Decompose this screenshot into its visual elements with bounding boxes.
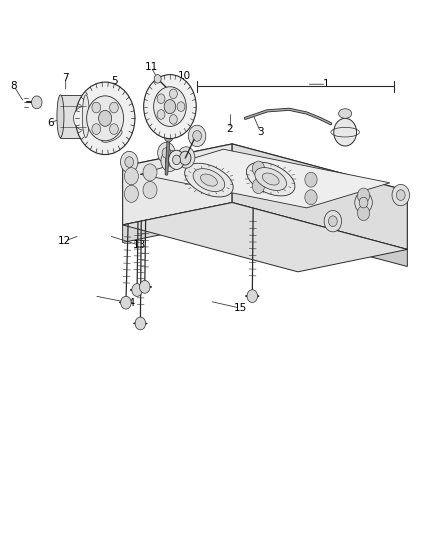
- Text: 6: 6: [105, 144, 112, 154]
- Polygon shape: [123, 203, 407, 272]
- Circle shape: [305, 190, 317, 205]
- Circle shape: [110, 124, 118, 134]
- Circle shape: [355, 192, 372, 213]
- Polygon shape: [123, 203, 232, 243]
- Circle shape: [173, 155, 180, 165]
- Circle shape: [135, 317, 145, 330]
- Circle shape: [182, 152, 191, 163]
- Circle shape: [396, 190, 405, 200]
- Text: 14: 14: [123, 298, 136, 308]
- Circle shape: [328, 216, 337, 227]
- Circle shape: [252, 179, 265, 193]
- Ellipse shape: [101, 130, 122, 142]
- Ellipse shape: [57, 95, 64, 138]
- Circle shape: [121, 296, 131, 309]
- Circle shape: [75, 82, 135, 155]
- Polygon shape: [140, 149, 390, 208]
- Ellipse shape: [262, 173, 279, 185]
- Circle shape: [357, 206, 370, 221]
- Text: 12: 12: [58, 236, 71, 246]
- Circle shape: [359, 197, 368, 208]
- Circle shape: [110, 102, 118, 113]
- Ellipse shape: [82, 95, 89, 138]
- Text: 6: 6: [47, 118, 54, 127]
- Circle shape: [74, 107, 93, 130]
- Circle shape: [92, 124, 101, 134]
- Circle shape: [247, 290, 258, 303]
- Circle shape: [124, 168, 138, 185]
- Circle shape: [154, 75, 161, 83]
- Ellipse shape: [201, 174, 217, 186]
- Text: 13: 13: [133, 240, 146, 250]
- Circle shape: [99, 110, 112, 126]
- Circle shape: [252, 161, 265, 176]
- Ellipse shape: [185, 163, 233, 197]
- Text: 11: 11: [145, 62, 158, 72]
- Circle shape: [158, 142, 175, 164]
- Polygon shape: [123, 144, 232, 225]
- Circle shape: [132, 284, 142, 296]
- Circle shape: [170, 115, 177, 124]
- Ellipse shape: [193, 168, 225, 191]
- Circle shape: [169, 150, 184, 169]
- Circle shape: [180, 151, 191, 165]
- Circle shape: [392, 184, 410, 206]
- Circle shape: [120, 151, 138, 173]
- Ellipse shape: [255, 167, 286, 190]
- Circle shape: [67, 98, 100, 139]
- Circle shape: [164, 100, 176, 114]
- Ellipse shape: [339, 109, 352, 118]
- Text: 10: 10: [178, 71, 191, 80]
- Circle shape: [193, 131, 201, 141]
- Circle shape: [32, 96, 42, 109]
- Circle shape: [324, 211, 342, 232]
- Circle shape: [177, 147, 195, 168]
- Circle shape: [188, 125, 206, 147]
- Circle shape: [144, 75, 196, 139]
- Text: 15: 15: [233, 303, 247, 313]
- Circle shape: [139, 280, 150, 293]
- Circle shape: [143, 181, 157, 199]
- Circle shape: [87, 96, 124, 141]
- Circle shape: [154, 87, 186, 126]
- Text: 3: 3: [257, 127, 264, 137]
- Polygon shape: [123, 144, 407, 213]
- Text: 9: 9: [158, 80, 165, 90]
- Text: 8: 8: [11, 82, 18, 91]
- Circle shape: [305, 172, 317, 187]
- Circle shape: [92, 102, 101, 113]
- Text: 7: 7: [62, 74, 69, 83]
- Circle shape: [170, 89, 177, 99]
- Circle shape: [125, 157, 134, 167]
- Circle shape: [357, 188, 370, 203]
- Text: 4: 4: [338, 126, 345, 135]
- Circle shape: [162, 148, 171, 158]
- Text: 2: 2: [226, 124, 233, 134]
- Text: 1: 1: [323, 79, 330, 89]
- Circle shape: [143, 164, 157, 181]
- Ellipse shape: [334, 118, 357, 146]
- Circle shape: [157, 110, 165, 119]
- Ellipse shape: [96, 126, 127, 146]
- Polygon shape: [232, 144, 407, 249]
- Circle shape: [124, 185, 138, 203]
- Polygon shape: [232, 203, 407, 266]
- Ellipse shape: [247, 162, 295, 196]
- Circle shape: [164, 131, 173, 142]
- Circle shape: [157, 94, 165, 103]
- Circle shape: [166, 156, 174, 166]
- Text: 5: 5: [111, 76, 118, 86]
- Circle shape: [177, 102, 185, 111]
- Polygon shape: [60, 95, 86, 138]
- Circle shape: [161, 150, 179, 172]
